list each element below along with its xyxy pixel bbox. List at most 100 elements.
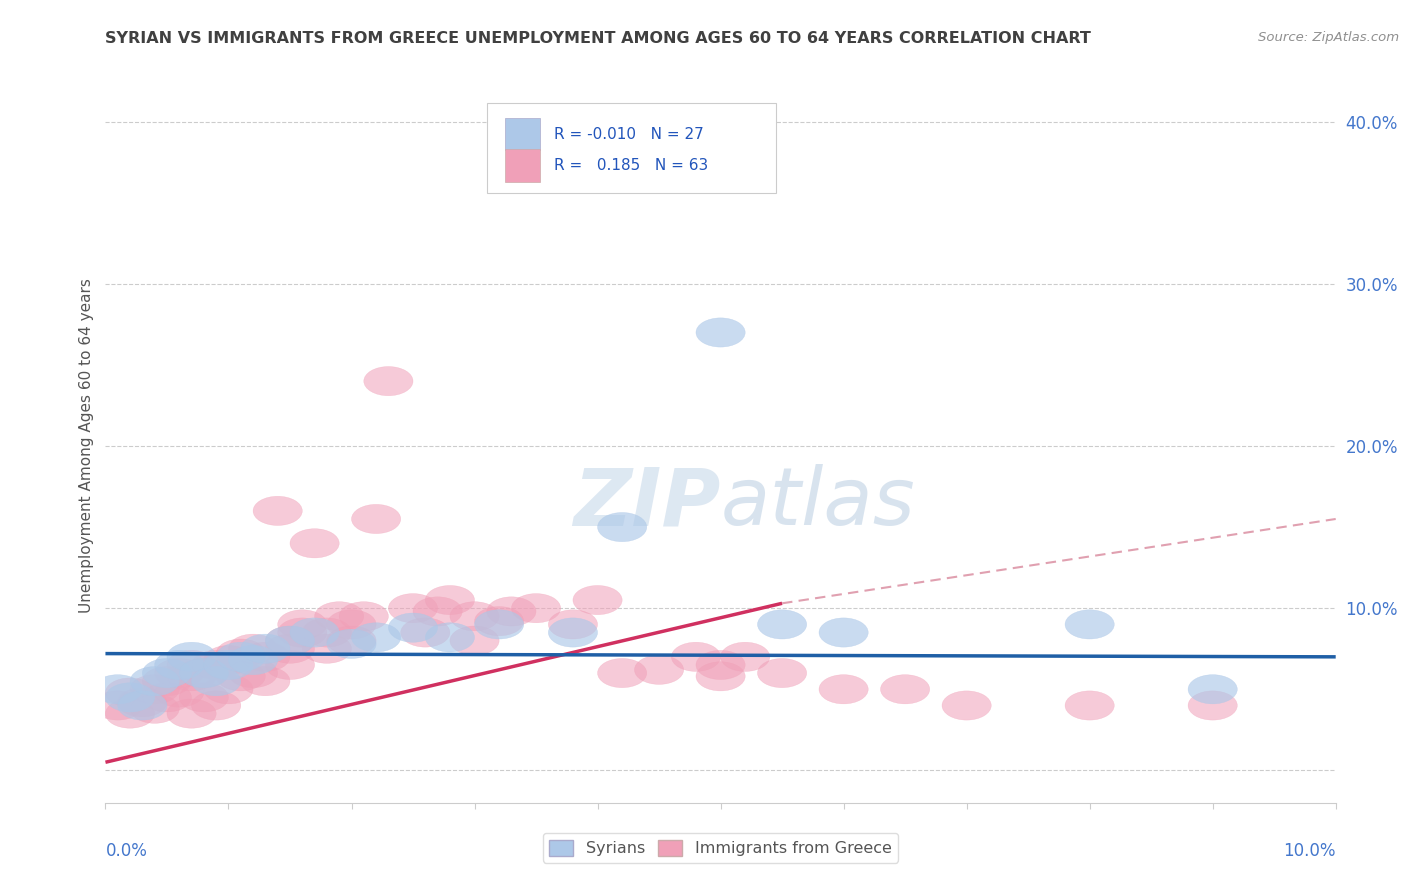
Ellipse shape (131, 694, 180, 723)
Text: ZIP: ZIP (574, 464, 721, 542)
Ellipse shape (105, 678, 155, 707)
Ellipse shape (93, 674, 142, 704)
Text: R =   0.185   N = 63: R = 0.185 N = 63 (554, 158, 709, 173)
Ellipse shape (720, 642, 770, 672)
Ellipse shape (475, 607, 524, 636)
Ellipse shape (191, 691, 240, 720)
Ellipse shape (105, 682, 155, 712)
Ellipse shape (167, 650, 217, 680)
Ellipse shape (352, 504, 401, 533)
Ellipse shape (818, 674, 869, 704)
Ellipse shape (204, 674, 253, 704)
Ellipse shape (290, 529, 339, 558)
Ellipse shape (167, 662, 217, 691)
Ellipse shape (278, 618, 328, 647)
Ellipse shape (228, 634, 278, 664)
Ellipse shape (425, 623, 475, 652)
Ellipse shape (339, 602, 388, 631)
Text: atlas: atlas (721, 464, 915, 542)
Ellipse shape (266, 626, 315, 656)
Ellipse shape (105, 699, 155, 728)
Ellipse shape (217, 662, 266, 691)
Ellipse shape (450, 626, 499, 656)
FancyBboxPatch shape (486, 103, 776, 193)
Ellipse shape (1188, 691, 1237, 720)
Ellipse shape (672, 642, 721, 672)
Ellipse shape (326, 610, 377, 639)
Ellipse shape (253, 496, 302, 525)
Ellipse shape (228, 658, 278, 688)
Ellipse shape (425, 585, 475, 615)
Ellipse shape (180, 682, 229, 712)
Ellipse shape (388, 613, 437, 642)
Ellipse shape (696, 318, 745, 347)
Ellipse shape (278, 610, 328, 639)
Ellipse shape (142, 682, 191, 712)
Ellipse shape (634, 656, 683, 684)
Ellipse shape (266, 626, 315, 656)
Ellipse shape (180, 658, 229, 688)
Ellipse shape (352, 623, 401, 652)
Ellipse shape (450, 602, 499, 631)
Ellipse shape (217, 642, 266, 672)
Ellipse shape (266, 634, 315, 664)
Y-axis label: Unemployment Among Ages 60 to 64 years: Unemployment Among Ages 60 to 64 years (79, 278, 94, 614)
Ellipse shape (548, 618, 598, 647)
Ellipse shape (191, 666, 240, 696)
Ellipse shape (758, 610, 807, 639)
Ellipse shape (548, 610, 598, 639)
Ellipse shape (228, 646, 278, 674)
Ellipse shape (315, 602, 364, 631)
Ellipse shape (131, 674, 180, 704)
Text: 10.0%: 10.0% (1284, 842, 1336, 860)
Ellipse shape (204, 650, 253, 680)
Ellipse shape (180, 658, 229, 688)
Ellipse shape (240, 642, 290, 672)
Ellipse shape (758, 658, 807, 688)
Ellipse shape (574, 585, 623, 615)
Ellipse shape (1066, 610, 1115, 639)
Ellipse shape (942, 691, 991, 720)
Ellipse shape (818, 618, 869, 647)
Ellipse shape (364, 367, 413, 396)
Ellipse shape (696, 662, 745, 691)
Ellipse shape (302, 618, 352, 647)
Ellipse shape (880, 674, 929, 704)
Ellipse shape (204, 646, 253, 674)
Ellipse shape (167, 642, 217, 672)
Ellipse shape (155, 678, 204, 707)
Ellipse shape (486, 597, 536, 626)
Ellipse shape (118, 688, 167, 717)
Ellipse shape (142, 666, 191, 696)
Ellipse shape (191, 650, 240, 680)
Ellipse shape (302, 634, 352, 664)
Ellipse shape (131, 666, 180, 696)
FancyBboxPatch shape (505, 150, 540, 182)
Text: R = -0.010   N = 27: R = -0.010 N = 27 (554, 127, 704, 142)
Ellipse shape (93, 691, 142, 720)
Ellipse shape (155, 658, 204, 688)
FancyBboxPatch shape (505, 118, 540, 150)
Ellipse shape (388, 593, 437, 623)
Ellipse shape (266, 650, 315, 680)
Text: Source: ZipAtlas.com: Source: ZipAtlas.com (1258, 31, 1399, 45)
Ellipse shape (413, 597, 463, 626)
Ellipse shape (598, 658, 647, 688)
Ellipse shape (696, 650, 745, 680)
Ellipse shape (217, 639, 266, 668)
Ellipse shape (512, 593, 561, 623)
Ellipse shape (326, 626, 377, 656)
Ellipse shape (1066, 691, 1115, 720)
Ellipse shape (155, 650, 204, 680)
Ellipse shape (475, 610, 524, 639)
Ellipse shape (598, 513, 647, 541)
Ellipse shape (326, 629, 377, 658)
Ellipse shape (290, 618, 339, 647)
Ellipse shape (118, 691, 167, 720)
Legend: Syrians, Immigrants from Greece: Syrians, Immigrants from Greece (543, 833, 898, 863)
Text: SYRIAN VS IMMIGRANTS FROM GREECE UNEMPLOYMENT AMONG AGES 60 TO 64 YEARS CORRELAT: SYRIAN VS IMMIGRANTS FROM GREECE UNEMPLO… (105, 31, 1091, 46)
Ellipse shape (167, 699, 217, 728)
Ellipse shape (142, 658, 191, 688)
Text: 0.0%: 0.0% (105, 842, 148, 860)
Ellipse shape (240, 634, 290, 664)
